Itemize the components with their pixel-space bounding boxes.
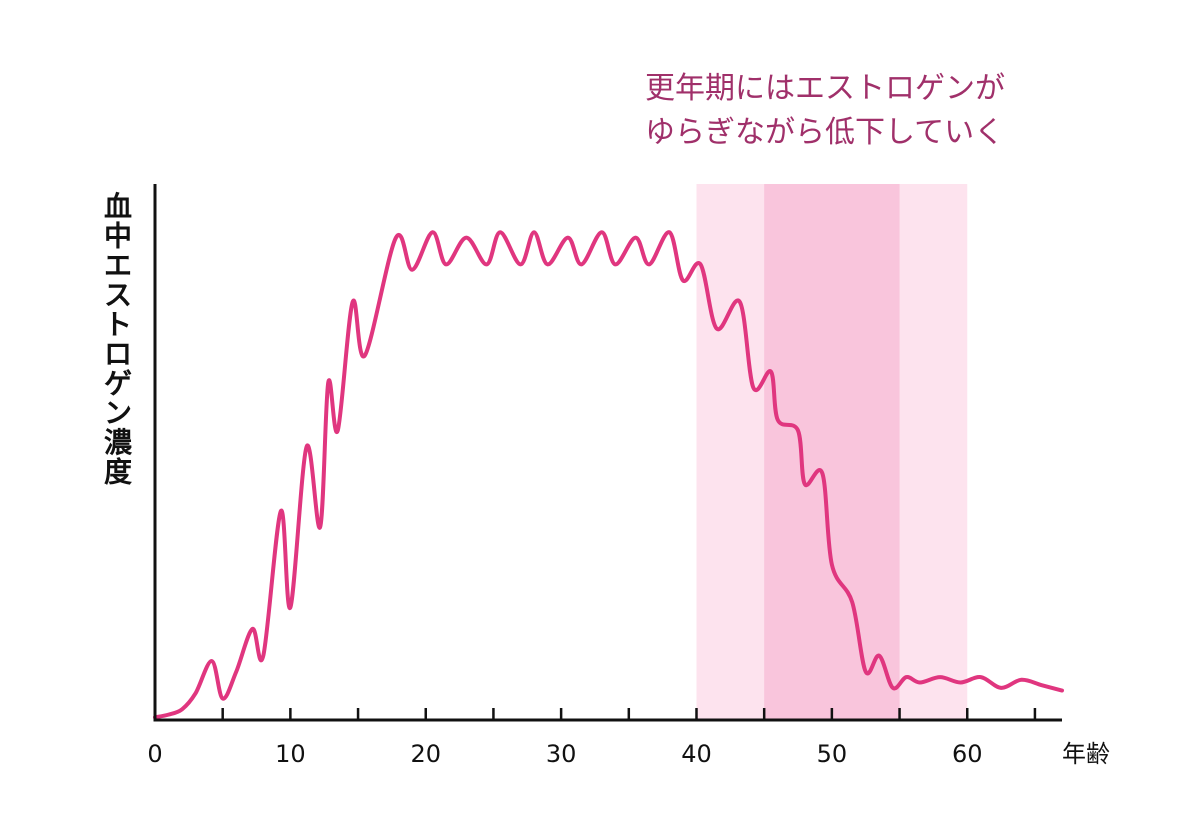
x-tick-label-0: 0 — [147, 740, 162, 768]
x-tick-label-60: 60 — [952, 740, 983, 768]
estrogen-level-line — [153, 230, 1064, 720]
x-axis-label: 年齢 — [1062, 740, 1110, 768]
x-tick-label-10: 10 — [275, 740, 306, 768]
x-tick-label-30: 30 — [546, 740, 577, 768]
x-tick-label-20: 20 — [410, 740, 441, 768]
x-tick-labels: 0 10 20 30 40 50 60 — [147, 740, 982, 768]
x-tick-label-40: 40 — [681, 740, 712, 768]
menopause-bands — [696, 184, 968, 720]
annotation-line-2: ゆらぎながら低下していく — [645, 115, 1004, 150]
shaded-band-1 — [764, 184, 900, 720]
y-axis-label: 血中エストロゲン濃度 — [104, 190, 133, 489]
x-ticks — [221, 708, 1037, 720]
annotation-line-1: 更年期にはエストロゲンが — [645, 71, 1005, 106]
x-tick-label-50: 50 — [817, 740, 848, 768]
